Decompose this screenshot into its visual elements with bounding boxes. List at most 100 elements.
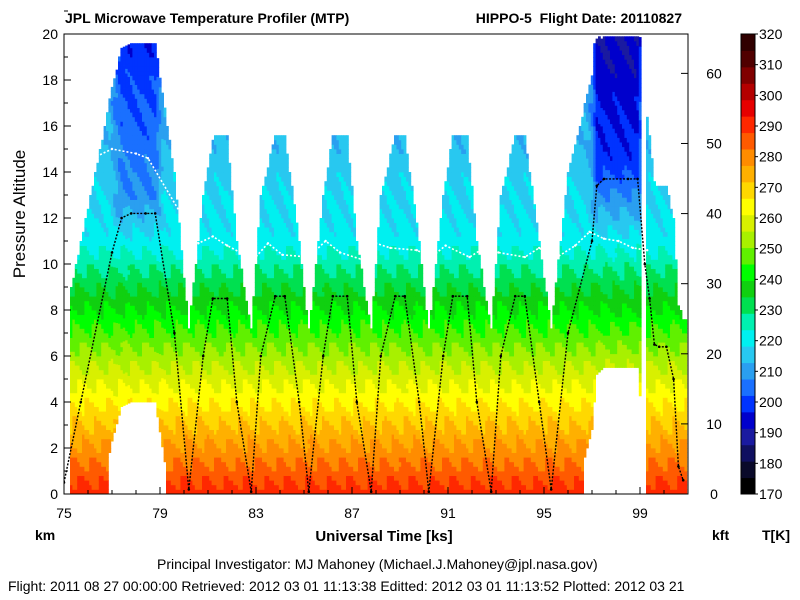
heat-cell (111, 138, 114, 143)
heat-cell (118, 56, 121, 61)
heat-cell (166, 310, 169, 315)
heat-cell (132, 204, 135, 209)
heat-cell (135, 223, 138, 228)
heat-cell (164, 402, 167, 407)
heat-cell (137, 287, 140, 292)
heat-cell (99, 149, 102, 154)
heat-cell (82, 485, 85, 490)
heat-cell (200, 259, 203, 264)
heat-cell (140, 255, 143, 260)
heat-cell (245, 324, 248, 329)
heat-cell (77, 480, 80, 485)
heat-cell (137, 236, 140, 241)
heat-cell (178, 223, 181, 228)
heat-cell (128, 141, 131, 146)
heat-cell (152, 80, 155, 85)
heat-cell (156, 100, 159, 105)
heat-cell (80, 411, 83, 416)
heat-cell (171, 158, 174, 163)
heat-cell (176, 430, 179, 435)
heat-cell (200, 324, 203, 329)
heat-cell (154, 319, 157, 324)
heat-cell (195, 448, 198, 453)
heat-cell (123, 300, 126, 305)
heat-cell (72, 476, 75, 481)
heat-cell (207, 246, 210, 251)
heat-cell (149, 278, 152, 283)
heat-cell (111, 220, 114, 225)
heat-cell (101, 163, 104, 168)
heat-cell (159, 391, 162, 396)
heat-cell (224, 420, 227, 425)
heat-cell (72, 301, 75, 306)
heat-cell (123, 74, 126, 79)
heat-cell (152, 301, 155, 306)
heat-cell (82, 416, 85, 421)
heat-cell (84, 310, 87, 315)
heat-cell (188, 430, 191, 435)
heat-cell (113, 276, 116, 281)
heat-cell (161, 134, 164, 139)
heat-cell (135, 163, 138, 168)
heat-cell (166, 420, 169, 425)
heat-cell (195, 351, 198, 356)
heat-cell (125, 55, 128, 60)
heat-cell (120, 282, 123, 287)
heat-cell (111, 174, 114, 179)
heat-cell (144, 356, 147, 361)
heat-cell (89, 365, 92, 370)
heat-cell (154, 328, 157, 333)
heat-cell (233, 347, 236, 352)
heat-cell (243, 361, 246, 366)
heat-cell (128, 127, 131, 132)
heat-cell (142, 393, 145, 398)
heat-cell (108, 333, 111, 338)
heat-cell (228, 462, 231, 467)
heat-cell (176, 250, 179, 255)
heat-cell (180, 457, 183, 462)
heat-cell (219, 333, 222, 338)
heat-cell (233, 476, 236, 481)
heat-cell (236, 448, 239, 453)
heat-cell (140, 131, 143, 136)
heat-cell (149, 80, 152, 85)
heat-cell (226, 402, 229, 407)
heat-cell (128, 371, 131, 376)
heat-cell (183, 319, 186, 324)
heat-cell (226, 328, 229, 333)
heat-cell (166, 351, 169, 356)
heat-cell (171, 342, 174, 347)
heat-cell (164, 356, 167, 361)
heat-cell (212, 213, 215, 218)
heat-cell (200, 218, 203, 223)
heat-cell (156, 265, 159, 270)
heat-cell (113, 97, 116, 102)
heat-cell (168, 163, 171, 168)
heat-cell (77, 301, 80, 306)
heat-cell (113, 106, 116, 111)
heat-cell (233, 241, 236, 246)
heat-cell (164, 305, 167, 310)
heat-cell (113, 281, 116, 286)
heat-cell (200, 255, 203, 260)
heat-cell (84, 342, 87, 347)
heat-cell (87, 287, 90, 292)
heat-cell (149, 338, 152, 343)
heat-cell (209, 273, 212, 278)
heat-cell (159, 285, 162, 290)
heat-cell (89, 305, 92, 310)
heat-cell (82, 328, 85, 333)
heat-cell (190, 328, 193, 333)
heat-cell (243, 319, 246, 324)
heat-cell (72, 305, 75, 310)
heat-cell (195, 402, 198, 407)
heat-cell (226, 163, 229, 168)
heat-cell (204, 287, 207, 292)
heat-cell (228, 177, 231, 182)
heat-cell (147, 218, 150, 223)
heat-cell (118, 190, 121, 195)
heat-cell (87, 411, 90, 416)
heat-cell (216, 471, 219, 476)
heat-cell (204, 430, 207, 435)
heat-cell (101, 416, 104, 421)
